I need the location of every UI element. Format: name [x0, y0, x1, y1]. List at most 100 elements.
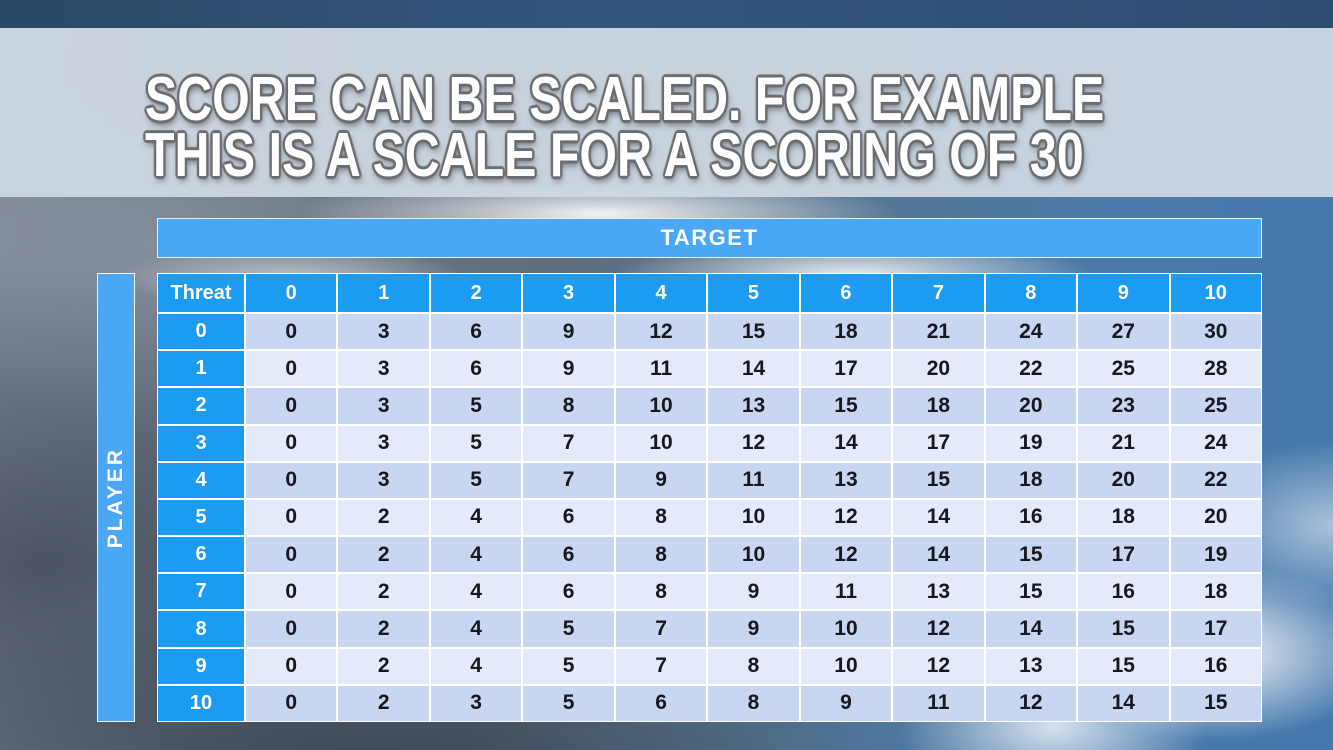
score-cell-r3-c6: 14: [800, 425, 892, 461]
score-cell-r2-c2: 5: [430, 388, 522, 424]
score-cell-r1-c4: 11: [615, 351, 707, 387]
score-cell-r4-c9: 20: [1078, 462, 1169, 498]
column-header-10: 10: [1170, 274, 1261, 312]
score-cell-r1-c8: 22: [985, 351, 1077, 387]
score-cell-r0-c5: 15: [708, 314, 799, 350]
score-cell-r4-c6: 13: [800, 462, 892, 498]
score-cell-r8-c9: 15: [1078, 611, 1169, 647]
score-cell-r9-c4: 7: [615, 648, 707, 684]
score-cell-r9-c8: 13: [985, 648, 1077, 684]
score-cell-r9-c6: 10: [800, 648, 892, 684]
score-cell-r4-c0: 0: [246, 462, 337, 498]
score-cell-r8-c4: 7: [615, 611, 707, 647]
score-cell-r5-c2: 4: [430, 499, 522, 536]
score-cell-r4-c1: 3: [338, 462, 429, 498]
score-cell-r0-c1: 3: [338, 314, 429, 350]
score-cell-r0-c2: 6: [430, 314, 522, 350]
row-header-5: 5: [158, 499, 244, 536]
score-cell-r5-c4: 8: [615, 499, 707, 536]
score-cell-r6-c8: 15: [985, 537, 1077, 573]
row-header-0: 0: [158, 314, 244, 350]
score-cell-r10-c0: 0: [246, 685, 337, 721]
score-cell-r4-c3: 7: [523, 462, 614, 498]
score-cell-r4-c4: 9: [615, 462, 707, 498]
score-cell-r3-c8: 19: [985, 425, 1077, 461]
score-cell-r0-c7: 21: [893, 314, 984, 350]
score-cell-r5-c9: 18: [1078, 499, 1169, 536]
score-cell-r2-c3: 8: [523, 388, 614, 424]
score-cell-r0-c9: 27: [1078, 314, 1169, 350]
score-cell-r2-c7: 18: [893, 388, 984, 424]
score-cell-r7-c7: 13: [893, 574, 984, 610]
score-cell-r5-c6: 12: [800, 499, 892, 536]
column-header-1: 1: [338, 274, 429, 312]
score-cell-r7-c0: 0: [246, 574, 337, 610]
score-cell-r0-c4: 12: [615, 314, 707, 350]
column-header-2: 2: [430, 274, 522, 312]
slide-title: SCORE CAN BE SCALED. FOR EXAMPLE THIS IS…: [145, 65, 1105, 190]
score-cell-r7-c10: 18: [1170, 574, 1261, 610]
row-header-4: 4: [158, 462, 244, 498]
score-cell-r0-c8: 24: [985, 314, 1077, 350]
score-cell-r2-c6: 15: [800, 388, 892, 424]
score-cell-r10-c10: 15: [1170, 685, 1261, 721]
score-cell-r2-c0: 0: [246, 388, 337, 424]
score-cell-r3-c9: 21: [1078, 425, 1169, 461]
score-cell-r5-c7: 14: [893, 499, 984, 536]
score-cell-r5-c0: 0: [246, 499, 337, 536]
score-cell-r1-c3: 9: [523, 351, 614, 387]
score-cell-r1-c5: 14: [708, 351, 799, 387]
score-cell-r1-c0: 0: [246, 351, 337, 387]
score-cell-r3-c0: 0: [246, 425, 337, 461]
column-header-4: 4: [615, 274, 707, 312]
score-cell-r7-c1: 2: [338, 574, 429, 610]
column-header-7: 7: [893, 274, 984, 312]
score-cell-r3-c10: 24: [1170, 425, 1261, 461]
column-header-5: 5: [708, 274, 799, 312]
score-cell-r1-c1: 3: [338, 351, 429, 387]
player-axis-label: PLAYER: [104, 446, 127, 549]
score-cell-r5-c8: 16: [985, 499, 1077, 536]
score-cell-r0-c0: 0: [246, 314, 337, 350]
score-cell-r8-c3: 5: [523, 611, 614, 647]
score-cell-r8-c10: 17: [1170, 611, 1261, 647]
column-header-8: 8: [985, 274, 1077, 312]
score-cell-r5-c10: 20: [1170, 499, 1261, 536]
row-header-9: 9: [158, 648, 244, 684]
corner-cell-threat: Threat: [158, 274, 244, 312]
column-header-9: 9: [1078, 274, 1169, 312]
score-cell-r1-c10: 28: [1170, 351, 1261, 387]
slide-title-line2: THIS IS A SCALE FOR A SCORING OF 30: [145, 121, 1084, 190]
score-cell-r8-c2: 4: [430, 611, 522, 647]
score-cell-r10-c8: 12: [985, 685, 1077, 721]
score-cell-r6-c10: 19: [1170, 537, 1261, 573]
score-cell-r6-c2: 4: [430, 537, 522, 573]
score-cell-r10-c2: 3: [430, 685, 522, 721]
score-cell-r8-c0: 0: [246, 611, 337, 647]
score-cell-r9-c7: 12: [893, 648, 984, 684]
column-header-6: 6: [800, 274, 892, 312]
score-cell-r1-c2: 6: [430, 351, 522, 387]
score-cell-r5-c5: 10: [708, 499, 799, 536]
score-cell-r2-c1: 3: [338, 388, 429, 424]
score-cell-r7-c6: 11: [800, 574, 892, 610]
score-cell-r6-c4: 8: [615, 537, 707, 573]
score-cell-r3-c1: 3: [338, 425, 429, 461]
score-cell-r7-c8: 15: [985, 574, 1077, 610]
score-cell-r0-c3: 9: [523, 314, 614, 350]
score-cell-r6-c1: 2: [338, 537, 429, 573]
score-cell-r4-c7: 15: [893, 462, 984, 498]
score-cell-r9-c2: 4: [430, 648, 522, 684]
score-cell-r3-c4: 10: [615, 425, 707, 461]
score-cell-r2-c10: 25: [1170, 388, 1261, 424]
score-cell-r1-c7: 20: [893, 351, 984, 387]
score-cell-r2-c5: 13: [708, 388, 799, 424]
score-cell-r7-c2: 4: [430, 574, 522, 610]
score-cell-r9-c5: 8: [708, 648, 799, 684]
row-header-10: 10: [158, 685, 244, 721]
score-cell-r8-c5: 9: [708, 611, 799, 647]
row-header-8: 8: [158, 611, 244, 647]
score-cell-r10-c6: 9: [800, 685, 892, 721]
slide-title-line1: SCORE CAN BE SCALED. FOR EXAMPLE: [145, 65, 1105, 134]
